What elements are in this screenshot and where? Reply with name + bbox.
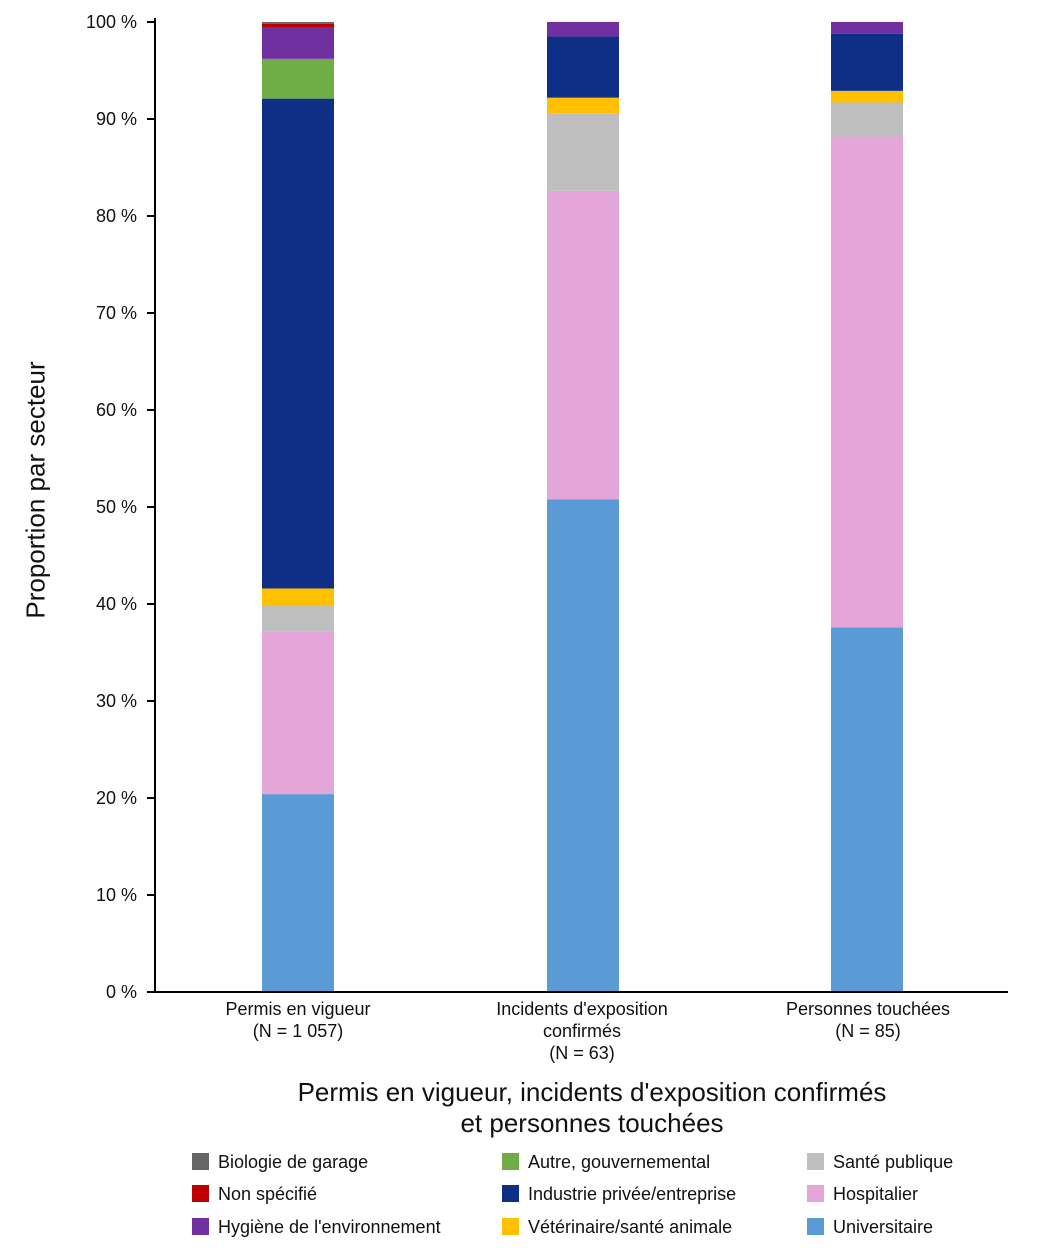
legend-swatch [192,1153,209,1170]
legend-item: Hospitalier [807,1184,918,1205]
legend-label: Biologie de garage [218,1152,369,1172]
category-label-line: (N = 63) [549,1043,615,1063]
bar-segment [547,22,619,37]
legend-item: Universitaire [807,1217,933,1238]
y-tick-label: 0 % [106,982,137,1002]
y-tick-label: 80 % [96,206,137,226]
bar-segment [262,605,334,632]
legend-label: Industrie privée/entreprise [528,1184,737,1204]
y-tick-label: 30 % [96,691,137,711]
y-tick-label: 50 % [96,497,137,517]
x-axis-title-line-1: Permis en vigueur, incidents d'expositio… [297,1077,887,1107]
bar-segment [547,97,619,114]
category-label-line: (N = 1 057) [252,1021,344,1041]
legend-swatch [502,1185,519,1202]
y-tick-label: 10 % [96,885,137,905]
legend-swatch [502,1218,519,1235]
legend-label: Vétérinaire/santé animale [528,1217,733,1237]
bar-segment [262,631,334,795]
bar-segment [831,627,903,992]
legend-item: Non spécifié [192,1184,317,1205]
x-axis-title: Permis en vigueur, incidents d'expositio… [192,1077,992,1139]
legend-item: Santé publique [807,1152,953,1173]
category-label-line: Permis en vigueur [225,999,371,1019]
legend-swatch [502,1153,519,1170]
legend-swatch [192,1185,209,1202]
y-tick-label: 60 % [96,400,137,420]
category-label-incidents: Incidents d'exposition confirmés (N = 63… [462,998,702,1064]
category-label-line: Personnes touchées [785,999,951,1019]
y-tick-label: 20 % [96,788,137,808]
bar-segment [262,98,334,589]
category-label-line: (N = 85) [835,1021,901,1041]
legend-label: Santé publique [833,1152,954,1172]
bar-segment [262,27,334,59]
category-label-permis: Permis en vigueur (N = 1 057) [178,998,418,1042]
bar-segment [262,22,334,24]
y-axis-title: Proportion par secteur [20,361,51,619]
legend-swatch [807,1218,824,1235]
category-label-line: Incidents d'exposition [496,999,668,1019]
legend-item: Hygiène de l'environnement [192,1217,441,1238]
category-label-line: confirmés [542,1021,622,1041]
category-label-personnes: Personnes touchées (N = 85) [748,998,988,1042]
bar-segment [831,22,903,34]
bar-segment [262,23,334,28]
legend-swatch [192,1218,209,1235]
legend-item: Biologie de garage [192,1152,368,1173]
y-tick-label: 90 % [96,109,137,129]
bar-segment [547,190,619,500]
bar-segment [831,102,903,137]
bar-segment [547,113,619,191]
legend-label: Non spécifié [218,1184,318,1204]
bar-segment [831,136,903,628]
y-tick-label: 70 % [96,303,137,323]
legend-item: Industrie privée/entreprise [502,1184,736,1205]
legend-label: Hygiène de l'environnement [218,1217,441,1237]
bar-segment [547,36,619,98]
legend-label: Hospitalier [833,1184,919,1204]
y-tick-label: 40 % [96,594,137,614]
legend-item: Vétérinaire/santé animale [502,1217,732,1238]
bar-segment [262,794,334,992]
bar-segment [262,588,334,606]
bar-segment [262,58,334,99]
legend-label: Universitaire [833,1217,934,1237]
legend-item: Autre, gouvernemental [502,1152,710,1173]
legend-swatch [807,1153,824,1170]
bar-segment [547,499,619,992]
legend-label: Autre, gouvernemental [528,1152,711,1172]
bar-segment [831,90,903,103]
x-axis-title-line-2: et personnes touchées [460,1108,724,1138]
legend-swatch [807,1185,824,1202]
bar-segment [831,33,903,91]
y-tick-label: 100 % [86,12,137,32]
